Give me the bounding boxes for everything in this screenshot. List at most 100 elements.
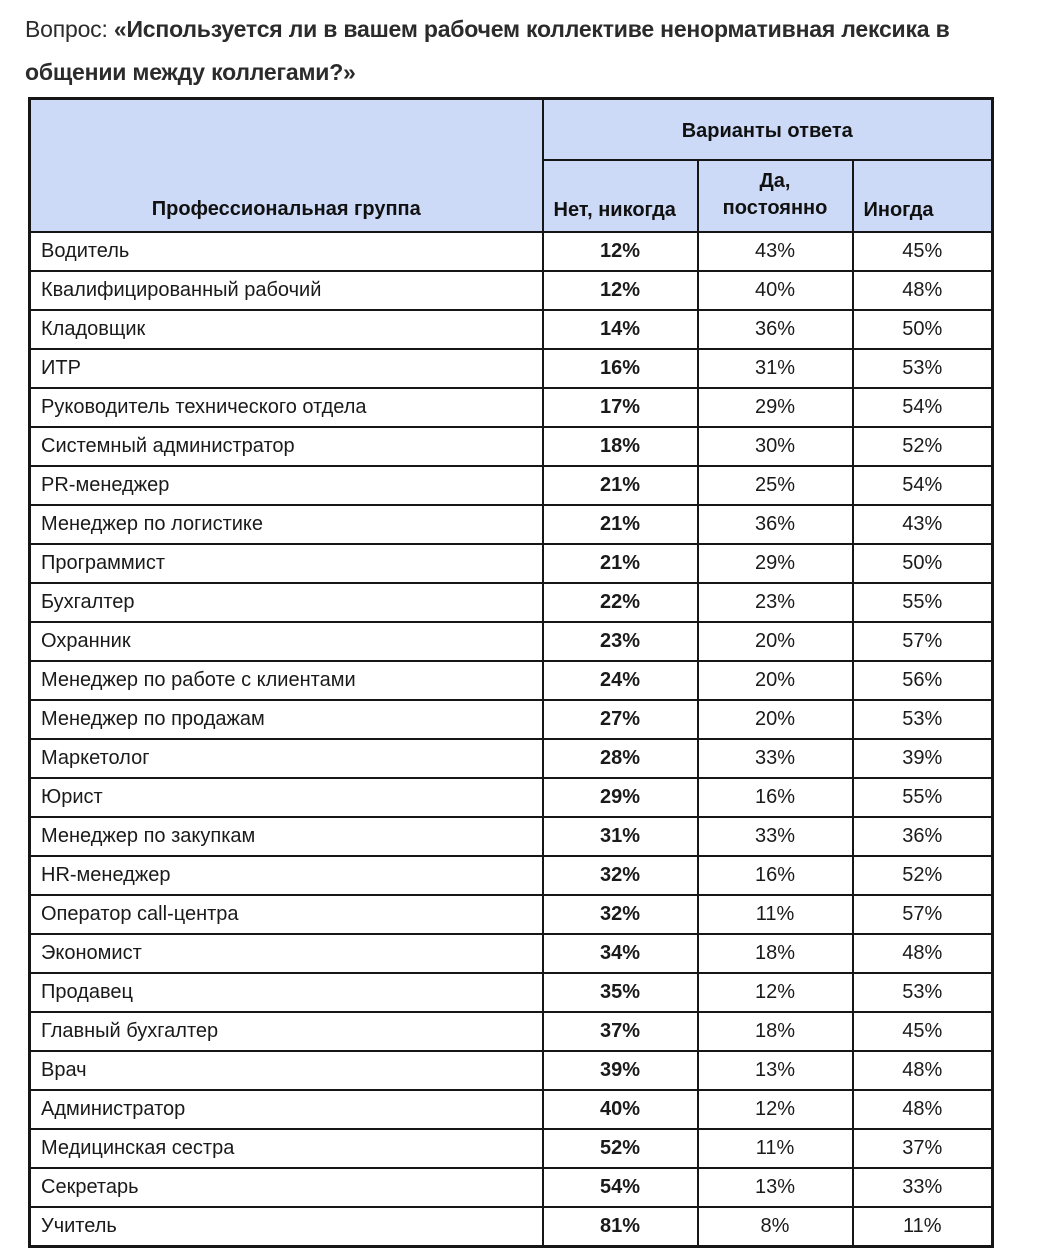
cell-group: Менеджер по продажам bbox=[28, 699, 544, 740]
table-row: PR-менеджер 21% 25% 54% bbox=[28, 465, 994, 506]
column-header-group: Профессиональная группа bbox=[28, 97, 544, 233]
cell-group: Секретарь bbox=[28, 1167, 544, 1208]
cell-sometimes: 11% bbox=[851, 1206, 994, 1248]
column-header-never: Нет, никогда bbox=[541, 159, 699, 233]
cell-never: 39% bbox=[541, 1050, 699, 1091]
cell-sometimes: 53% bbox=[851, 699, 994, 740]
cell-sometimes: 33% bbox=[851, 1167, 994, 1208]
table-row: Руководитель технического отдела 17% 29% 54… bbox=[28, 387, 994, 428]
cell-never: 34% bbox=[541, 933, 699, 974]
table-row: Маркетолог 28% 33% 39% bbox=[28, 738, 994, 779]
table-row: Охранник 23% 20% 57% bbox=[28, 621, 994, 662]
cell-group: Главный бухгалтер bbox=[28, 1011, 544, 1052]
table-row: Системный администратор 18% 30% 52% bbox=[28, 426, 994, 467]
cell-never: 31% bbox=[541, 816, 699, 857]
table-row: Медицинская сестра 52% 11% 37% bbox=[28, 1128, 994, 1169]
table-header: Профессиональная группа Варианты ответа … bbox=[28, 97, 994, 233]
cell-always: 31% bbox=[696, 348, 854, 389]
table-row: ИТР 16% 31% 53% bbox=[28, 348, 994, 389]
cell-group: Программист bbox=[28, 543, 544, 584]
cell-never: 32% bbox=[541, 894, 699, 935]
table-row: Продавец 35% 12% 53% bbox=[28, 972, 994, 1013]
cell-group: Менеджер по логистике bbox=[28, 504, 544, 545]
survey-table: Профессиональная группа Варианты ответа … bbox=[28, 97, 994, 1248]
cell-never: 52% bbox=[541, 1128, 699, 1169]
cell-group: Врач bbox=[28, 1050, 544, 1091]
cell-sometimes: 54% bbox=[851, 387, 994, 428]
cell-never: 21% bbox=[541, 504, 699, 545]
cell-always: 18% bbox=[696, 1011, 854, 1052]
table-row: Менеджер по продажам 27% 20% 53% bbox=[28, 699, 994, 740]
table-row: Оператор call-центра 32% 11% 57% bbox=[28, 894, 994, 935]
table-row: Менеджер по работе с клиентами 24% 20% 56% bbox=[28, 660, 994, 701]
cell-group: PR-менеджер bbox=[28, 465, 544, 506]
cell-sometimes: 54% bbox=[851, 465, 994, 506]
header-row-sub: Нет, никогда Да, постоянно Иногда bbox=[30, 159, 994, 233]
cell-never: 18% bbox=[541, 426, 699, 467]
cell-never: 21% bbox=[541, 465, 699, 506]
cell-never: 17% bbox=[541, 387, 699, 428]
cell-never: 37% bbox=[541, 1011, 699, 1052]
table-row: Экономист 34% 18% 48% bbox=[28, 933, 994, 974]
title-line-2: общении между коллегами?» bbox=[25, 51, 1033, 94]
cell-always: 11% bbox=[696, 1128, 854, 1169]
cell-never: 24% bbox=[541, 660, 699, 701]
cell-always: 40% bbox=[696, 270, 854, 311]
cell-group: Водитель bbox=[28, 231, 544, 272]
cell-group: Экономист bbox=[28, 933, 544, 974]
cell-never: 23% bbox=[541, 621, 699, 662]
column-header-sometimes: Иногда bbox=[851, 159, 994, 233]
cell-sometimes: 48% bbox=[851, 1050, 994, 1091]
cell-sometimes: 45% bbox=[851, 1011, 994, 1052]
cell-never: 27% bbox=[541, 699, 699, 740]
table-row: Менеджер по закупкам 31% 33% 36% bbox=[28, 816, 994, 857]
cell-always: 36% bbox=[696, 309, 854, 350]
page: Вопрос: «Используется ли в вашем рабочем… bbox=[0, 8, 1053, 1248]
table-row: Главный бухгалтер 37% 18% 45% bbox=[28, 1011, 994, 1052]
cell-never: 12% bbox=[541, 231, 699, 272]
cell-group: Руководитель технического отдела bbox=[28, 387, 544, 428]
cell-group: Юрист bbox=[28, 777, 544, 818]
cell-group: Системный администратор bbox=[28, 426, 544, 467]
title-question-part-1: «Используется ли в вашем рабочем коллект… bbox=[113, 16, 950, 42]
cell-group: Медицинская сестра bbox=[28, 1128, 544, 1169]
table-row: Водитель 12% 43% 45% bbox=[28, 231, 994, 272]
table-row: Учитель 81% 8% 11% bbox=[28, 1206, 994, 1248]
cell-sometimes: 43% bbox=[851, 504, 994, 545]
cell-group: Кладовщик bbox=[28, 309, 544, 350]
cell-sometimes: 36% bbox=[851, 816, 994, 857]
table-row: Квалифицированный рабочий 12% 40% 48% bbox=[28, 270, 994, 311]
table-row: Секретарь 54% 13% 33% bbox=[28, 1167, 994, 1208]
cell-always: 11% bbox=[696, 894, 854, 935]
cell-group: Администратор bbox=[28, 1089, 544, 1130]
column-header-always: Да, постоянно bbox=[696, 159, 854, 233]
cell-never: 35% bbox=[541, 972, 699, 1013]
cell-sometimes: 57% bbox=[851, 621, 994, 662]
cell-always: 20% bbox=[696, 621, 854, 662]
cell-never: 32% bbox=[541, 855, 699, 896]
cell-always: 36% bbox=[696, 504, 854, 545]
table-row: Врач 39% 13% 48% bbox=[28, 1050, 994, 1091]
cell-group: Квалифицированный рабочий bbox=[28, 270, 544, 311]
answers-header: Варианты ответа bbox=[541, 97, 994, 161]
cell-always: 33% bbox=[696, 816, 854, 857]
cell-never: 29% bbox=[541, 777, 699, 818]
cell-always: 23% bbox=[696, 582, 854, 623]
cell-sometimes: 48% bbox=[851, 270, 994, 311]
cell-group: HR-менеджер bbox=[28, 855, 544, 896]
cell-group: Охранник bbox=[28, 621, 544, 662]
table-row: Администратор 40% 12% 48% bbox=[28, 1089, 994, 1130]
cell-group: ИТР bbox=[28, 348, 544, 389]
cell-sometimes: 52% bbox=[851, 426, 994, 467]
title-line-1: Вопрос: «Используется ли в вашем рабочем… bbox=[25, 8, 1033, 51]
table-row: Программист 21% 29% 50% bbox=[28, 543, 994, 584]
cell-group: Менеджер по работе с клиентами bbox=[28, 660, 544, 701]
table-row: Менеджер по логистике 21% 36% 43% bbox=[28, 504, 994, 545]
cell-group: Маркетолог bbox=[28, 738, 544, 779]
cell-always: 29% bbox=[696, 387, 854, 428]
cell-always: 25% bbox=[696, 465, 854, 506]
cell-never: 21% bbox=[541, 543, 699, 584]
cell-never: 81% bbox=[541, 1206, 699, 1248]
cell-always: 33% bbox=[696, 738, 854, 779]
cell-always: 12% bbox=[696, 972, 854, 1013]
